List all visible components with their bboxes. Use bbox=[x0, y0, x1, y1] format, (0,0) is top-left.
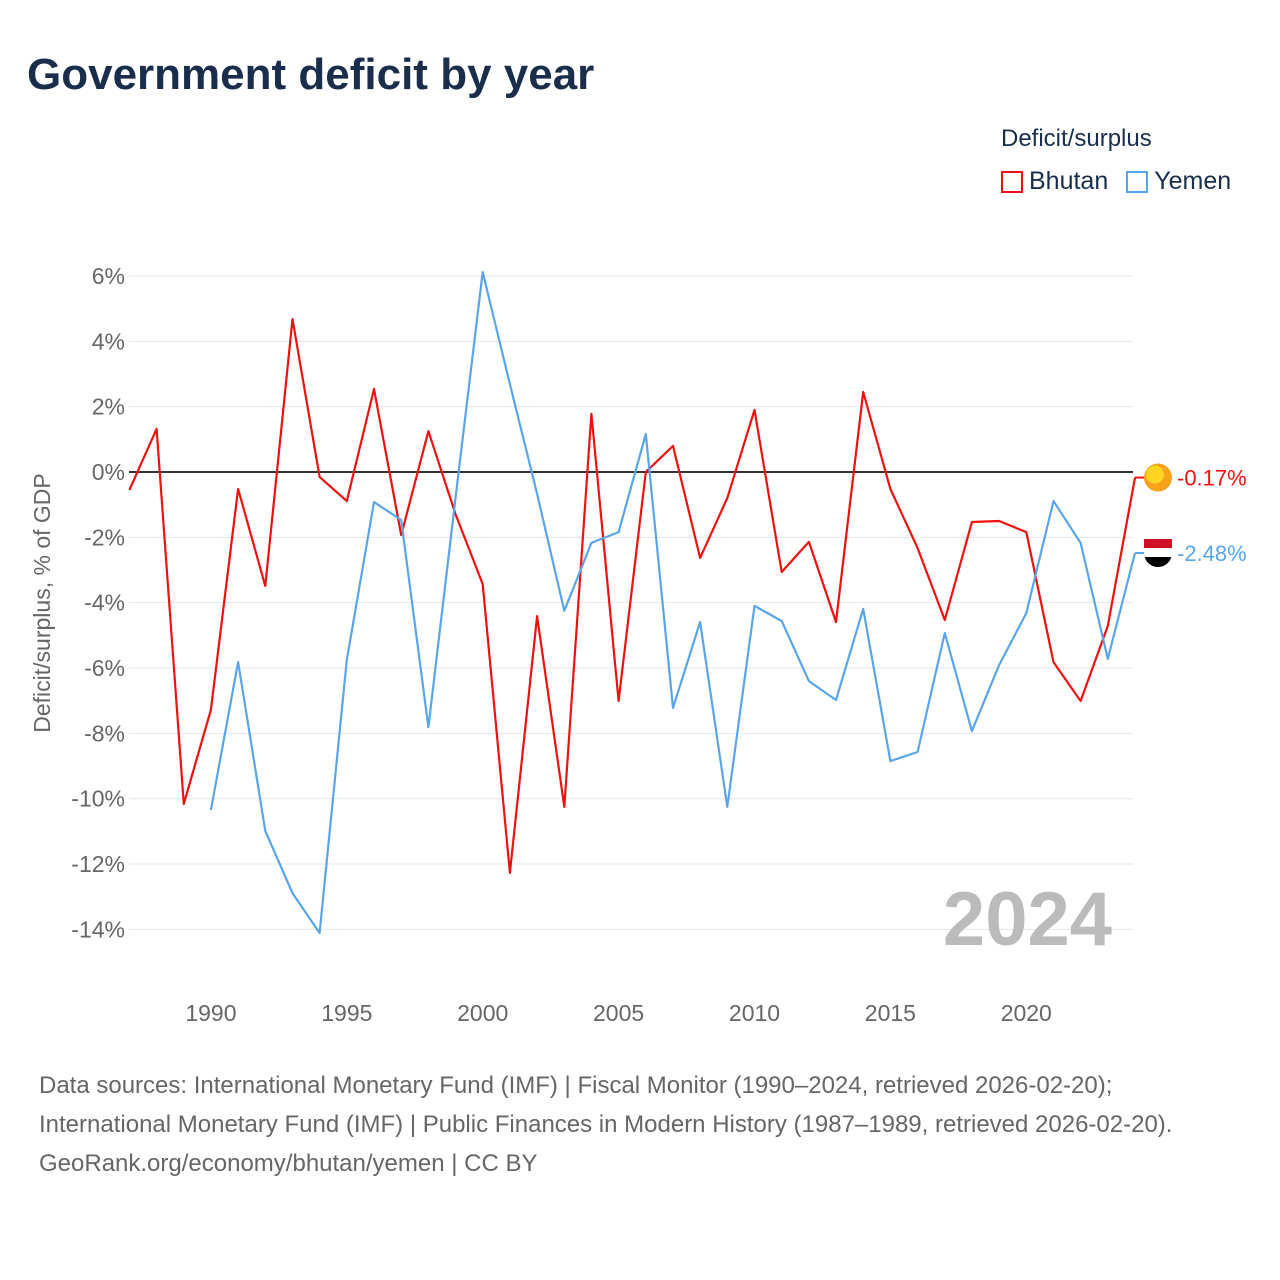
x-tick-label: 2000 bbox=[457, 1000, 508, 1026]
chart-title: Government deficit by year bbox=[27, 50, 595, 99]
credit-link[interactable]: GeoRank.org/economy/bhutan/yemen | CC BY bbox=[39, 1150, 538, 1177]
y-tick-label: 6% bbox=[92, 263, 125, 289]
year-watermark: 2024 bbox=[943, 877, 1112, 962]
series-line-bhutan bbox=[128, 318, 1137, 875]
y-tick-label: -12% bbox=[71, 851, 125, 877]
y-tick-label: 4% bbox=[92, 328, 125, 354]
y-tick-label: 2% bbox=[92, 394, 125, 420]
bhutan-flag-icon-part bbox=[1146, 465, 1164, 484]
yemen-flag-icon-part bbox=[1144, 539, 1172, 549]
legend-item-yemen[interactable]: Yemen bbox=[1126, 167, 1231, 196]
y-tick-label: -4% bbox=[84, 590, 125, 616]
y-tick-label: -2% bbox=[84, 524, 125, 550]
x-tick-label: 2010 bbox=[729, 1000, 780, 1026]
data-sources: Data sources: International Monetary Fun… bbox=[39, 1072, 1173, 1138]
legend-title: Deficit/surplus bbox=[1001, 125, 1152, 152]
yemen-flag-icon-part bbox=[1144, 548, 1172, 558]
end-value-label: -0.17% bbox=[1177, 466, 1247, 491]
line-chart: 6% 4% 2% 0% -2% -4% -6% -8% -10% -12% -14% 1990 1995… bbox=[29, 263, 1247, 1026]
x-tick-label: 2015 bbox=[865, 1000, 916, 1026]
legend-item-bhutan[interactable]: Bhutan bbox=[1001, 167, 1108, 196]
series-line-yemen bbox=[209, 271, 1137, 935]
y-tick-label: -6% bbox=[84, 655, 125, 681]
legend-label: Yemen bbox=[1154, 167, 1232, 195]
y-tick-label: 0% bbox=[92, 459, 125, 485]
y-tick-label: -8% bbox=[84, 720, 125, 746]
legend-swatch-yemen bbox=[1126, 170, 1149, 193]
x-tick-label: 1995 bbox=[321, 1000, 372, 1026]
y-axis-label: Deficit/surplus, % of GDP bbox=[29, 473, 55, 732]
x-tick-label: 2020 bbox=[1001, 1000, 1052, 1026]
y-tick-label: -10% bbox=[71, 786, 125, 812]
legend: Bhutan Yemen bbox=[1001, 167, 1231, 196]
y-tick-label: -14% bbox=[71, 916, 125, 942]
end-value-label: -2.48% bbox=[1177, 541, 1247, 566]
x-tick-label: 2005 bbox=[593, 1000, 644, 1026]
legend-label: Bhutan bbox=[1029, 167, 1109, 195]
legend-swatch-bhutan bbox=[1001, 170, 1023, 193]
x-tick-label: 1990 bbox=[185, 1000, 236, 1026]
footer: Data sources: International Monetary Fun… bbox=[39, 1066, 1239, 1183]
